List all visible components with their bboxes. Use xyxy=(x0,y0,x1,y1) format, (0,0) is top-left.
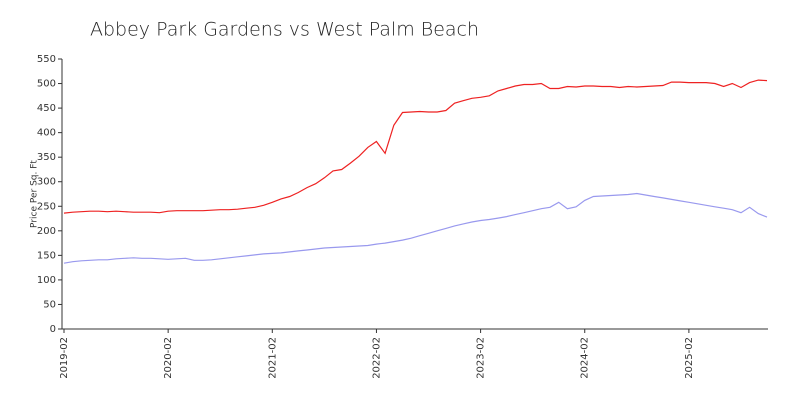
y-tick-label: 100 xyxy=(37,275,56,286)
x-tick-label: 2021-02 xyxy=(267,337,278,379)
y-tick-label: 350 xyxy=(37,152,56,163)
y-tick-label: 500 xyxy=(37,79,56,90)
y-tick-label: 150 xyxy=(37,250,56,261)
chart-title: Abbey Park Gardens vs West Palm Beach xyxy=(90,19,479,41)
x-tick-label: 2023-02 xyxy=(476,337,487,379)
y-tick-label: 400 xyxy=(37,128,56,139)
y-tick-label: 450 xyxy=(37,103,56,114)
x-tick-label: 2025-02 xyxy=(684,337,695,379)
x-tick-label: 2019-02 xyxy=(59,337,70,379)
y-tick-label: 300 xyxy=(37,177,56,188)
x-tick-label: 2020-02 xyxy=(163,337,174,379)
x-tick-label: 2024-02 xyxy=(580,337,591,379)
y-axis-label: Price Per Sq. Ft xyxy=(30,160,40,228)
x-tick-label: 2022-02 xyxy=(371,337,382,379)
y-tick-label: 0 xyxy=(50,324,56,335)
y-tick-label: 50 xyxy=(43,299,56,310)
line-series xyxy=(63,79,768,214)
line-series xyxy=(63,192,768,264)
y-tick-label: 550 xyxy=(37,54,56,65)
y-tick-label: 250 xyxy=(37,201,56,212)
y-tick-label: 200 xyxy=(37,226,56,237)
